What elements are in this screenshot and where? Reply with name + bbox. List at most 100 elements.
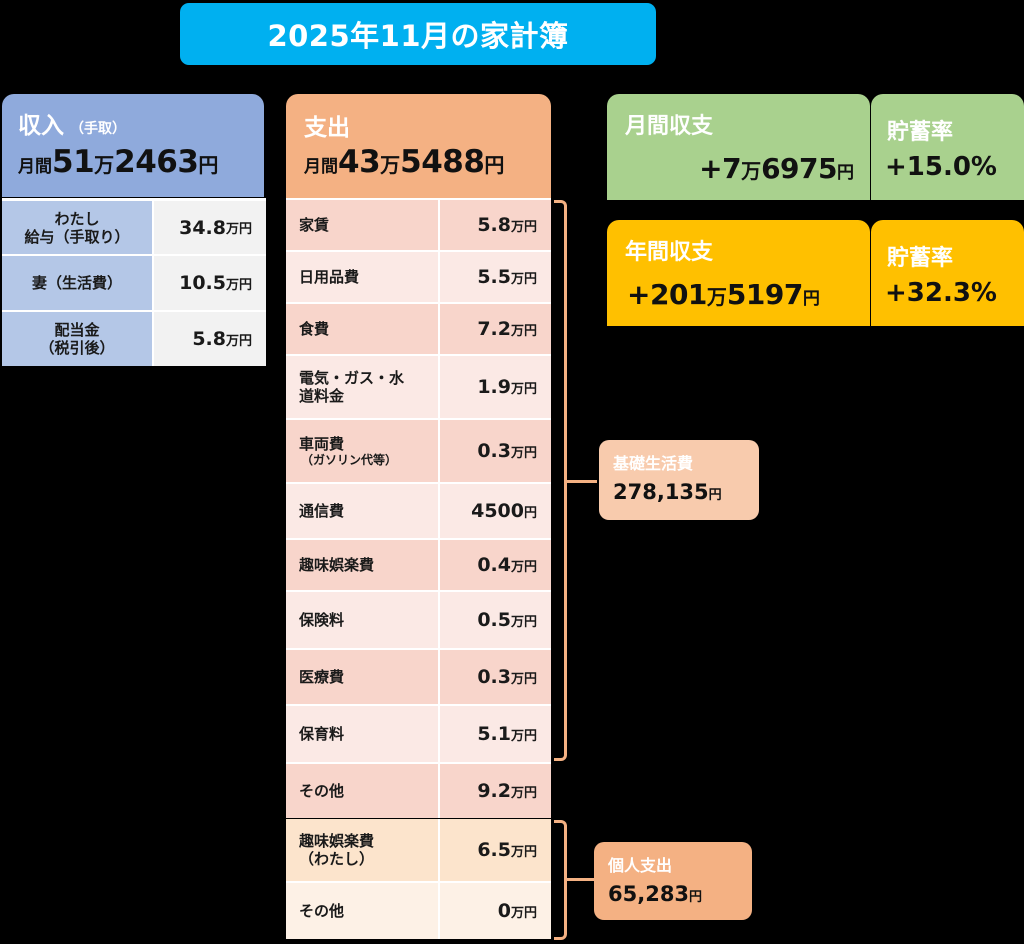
row-value-number: 5.5: [477, 266, 511, 288]
row-value: 0.4 万円: [438, 540, 551, 590]
row-value: 1.9 万円: [438, 356, 551, 418]
personal-spending-value: 65,283円: [608, 882, 738, 906]
yen-unit: 円: [708, 488, 722, 503]
expense-row: 車両費 （ガソリン代等） 0.3 万円: [286, 418, 551, 482]
annual-savings-box: 貯蓄率 +32.3%: [871, 220, 1024, 326]
annual-balance-value: +201万5197円: [627, 278, 820, 311]
row-value-number: 1.9: [477, 376, 511, 398]
row-value-unit: 円: [523, 505, 537, 521]
income-row-number: 5.8: [192, 328, 226, 350]
man-unit: 万: [741, 159, 762, 183]
row-value-number: 6.5: [477, 839, 511, 861]
basic-living-amount: 278,135: [613, 480, 709, 504]
row-label: 医療費: [286, 650, 438, 704]
expense-row: 家賃 5.8 万円: [286, 198, 551, 250]
row-value-number: 0.3: [477, 666, 511, 688]
income-row-unit: 万円: [225, 222, 252, 237]
annual-savings-rate: +32.3%: [885, 278, 997, 308]
row-value-unit: 万円: [510, 844, 537, 860]
row-label-text: 医療費: [299, 668, 345, 686]
row-value-unit: 万円: [510, 381, 537, 397]
row-value-number: 5.1: [477, 723, 511, 745]
row-label-text: 家賃: [299, 216, 330, 234]
yen-unit: 円: [837, 163, 854, 183]
man-unit: 万: [380, 153, 401, 177]
yen-unit: 円: [802, 289, 820, 309]
monthly-savings-title: 貯蓄率: [887, 120, 954, 145]
expense-row: 保育料 5.1 万円: [286, 704, 551, 762]
income-row-value: 34.8 万円: [152, 201, 266, 254]
income-row-label: わたし 給与（手取り）: [2, 201, 152, 254]
income-row: 配当金 （税引後） 5.8 万円: [2, 310, 266, 366]
row-value-number: 0: [497, 900, 511, 922]
row-value: 9.2 万円: [438, 764, 551, 818]
yen-unit: 円: [484, 153, 505, 177]
income-row-label: 妻（生活費）: [2, 256, 152, 310]
row-label-text: 電気・ガス・水: [299, 369, 405, 387]
monthly-balance-title: 月間収支: [625, 114, 714, 139]
expense-total-man: 43: [338, 144, 381, 180]
row-label-note: （ガソリン代等）: [301, 452, 398, 467]
income-row: 妻（生活費） 10.5 万円: [2, 254, 266, 310]
row-value: 7.2 万円: [438, 304, 551, 354]
row-label-note: 道料金: [299, 387, 345, 405]
row-label-text: 日用品費: [299, 268, 360, 286]
income-row-number: 34.8: [179, 216, 226, 239]
expense-total-rest: 5488: [400, 144, 485, 180]
expense-basic-table: 家賃 5.8 万円 日用品費 5.5 万円 食費 7.2 万円 電気・ガス・水 道料金 1.9 万円 車両…: [286, 198, 551, 818]
monthly-balance-man: +7: [699, 152, 742, 185]
row-value: 0.5 万円: [438, 592, 551, 648]
income-row-value: 5.8 万円: [152, 312, 266, 366]
man-unit: 万: [706, 285, 727, 309]
annual-balance-man: +201: [627, 278, 707, 311]
expense-row: 日用品費 5.5 万円: [286, 250, 551, 302]
row-label: その他: [286, 764, 438, 818]
income-row-unit: 万円: [225, 277, 252, 293]
row-value-unit: 万円: [510, 785, 537, 801]
expense-row: 趣味娯楽費 0.4 万円: [286, 538, 551, 590]
income-total: 月間51万2463円: [18, 144, 218, 180]
income-row-value: 10.5 万円: [152, 256, 266, 310]
row-label: 車両費 （ガソリン代等）: [286, 420, 438, 482]
income-total-man: 51: [52, 144, 95, 180]
row-label: 趣味娯楽費 （わたし）: [286, 819, 438, 881]
income-subtitle: （手取）: [70, 121, 126, 137]
basic-living-bracket-tick: [567, 480, 597, 483]
yen-unit: 円: [198, 153, 219, 177]
row-label: 趣味娯楽費: [286, 540, 438, 590]
row-value-unit: 万円: [510, 671, 537, 687]
row-value-unit: 万円: [510, 219, 537, 235]
page-title: 2025年11月の家計簿: [180, 3, 656, 65]
row-value-number: 4500: [471, 500, 524, 522]
row-value-number: 9.2: [477, 780, 511, 802]
row-label: 通信費: [286, 484, 438, 538]
row-value-number: 5.8: [477, 214, 511, 236]
expense-row: 保険料 0.5 万円: [286, 590, 551, 648]
monthly-balance-value: +7万6975円: [699, 152, 854, 185]
row-label: 電気・ガス・水 道料金: [286, 356, 438, 418]
basic-living-label: 基礎生活費: [613, 454, 694, 473]
annual-savings-title: 貯蓄率: [887, 246, 954, 271]
row-value: 4500 円: [438, 484, 551, 538]
personal-spending-amount: 65,283: [608, 882, 690, 906]
row-label-note: （わたし）: [299, 850, 375, 868]
expense-personal-table: 趣味娯楽費 （わたし） 6.5 万円 その他 0 万円: [286, 819, 551, 939]
monthly-savings-box: 貯蓄率 +15.0%: [871, 94, 1024, 200]
row-value-unit: 万円: [510, 614, 537, 630]
row-label: 日用品費: [286, 252, 438, 302]
row-label-text: 保育料: [299, 725, 345, 743]
income-row-number: 10.5: [179, 272, 226, 294]
personal-bracket-tick: [567, 878, 597, 881]
row-label-text: 食費: [299, 320, 330, 338]
expense-total: 月間43万5488円: [304, 144, 504, 180]
row-value-number: 7.2: [477, 318, 511, 340]
income-table: わたし 給与（手取り） 34.8 万円 妻（生活費） 10.5 万円 配当金 （税引後） 5.…: [2, 198, 266, 366]
man-unit: 万: [94, 153, 115, 177]
row-value-unit: 万円: [510, 323, 537, 339]
row-value: 0.3 万円: [438, 420, 551, 482]
row-value-unit: 万円: [510, 445, 537, 461]
monthly-savings-rate: +15.0%: [885, 152, 997, 182]
income-title: 収入 （手取）: [18, 106, 126, 140]
row-value-unit: 万円: [510, 271, 537, 287]
monthly-balance-box: 月間収支 +7万6975円: [607, 94, 870, 200]
